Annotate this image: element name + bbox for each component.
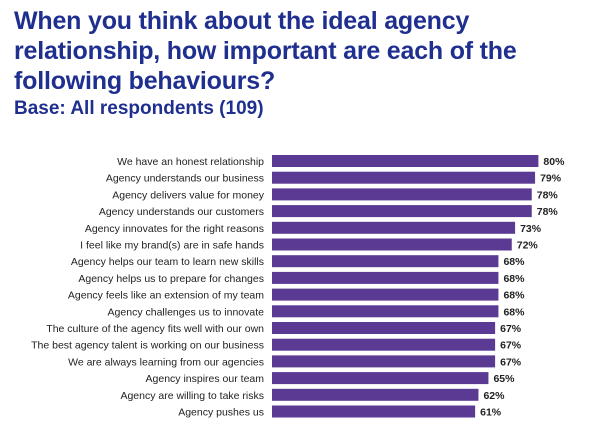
bar: [272, 372, 489, 385]
category-label: Agency challenges us to innovate: [108, 306, 265, 318]
bar: [272, 305, 499, 318]
value-label: 68%: [503, 273, 525, 285]
bar: [272, 188, 532, 201]
value-label: 80%: [543, 156, 565, 168]
value-label: 72%: [517, 240, 539, 252]
category-label: The best agency talent is working on our…: [31, 340, 264, 352]
bar: [272, 288, 499, 301]
chart-title: When you think about the ideal agency re…: [14, 7, 517, 95]
value-label: 78%: [537, 206, 559, 218]
value-label: 65%: [493, 373, 515, 385]
value-label: 67%: [500, 356, 522, 368]
category-label: Agency helps our team to learn new skill…: [71, 256, 264, 268]
value-label: 67%: [500, 323, 522, 335]
bar: [272, 405, 476, 418]
category-label: Agency feels like an extension of my tea…: [68, 290, 264, 302]
value-label: 62%: [483, 390, 505, 402]
bar: [272, 255, 499, 268]
category-label: The culture of the agency fits well with…: [46, 323, 264, 335]
bar: [272, 338, 496, 351]
category-label: Agency understands our customers: [99, 206, 264, 218]
bar: [272, 388, 479, 401]
category-label: Agency understands our business: [106, 173, 264, 185]
value-label: 61%: [480, 407, 502, 419]
bar: [272, 271, 499, 284]
chart-subtitle: Base: All respondents (109): [14, 98, 264, 119]
category-label: We are always learning from our agencies: [68, 356, 264, 368]
bar-chart: We have an honest relationship 80% Agency …: [31, 155, 565, 419]
value-label: 79%: [540, 173, 562, 185]
category-label: Agency inspires our team: [146, 373, 265, 385]
bar: [272, 155, 539, 167]
bar: [272, 322, 496, 334]
category-label: We have an honest relationship: [117, 156, 264, 168]
value-label: 68%: [503, 306, 525, 318]
bar: [272, 221, 516, 234]
category-label: Agency delivers value for money: [112, 189, 264, 201]
value-label: 78%: [537, 189, 559, 201]
value-label: 68%: [503, 256, 525, 268]
bar: [272, 238, 512, 251]
bar: [272, 171, 536, 184]
category-label: Agency helps us to prepare for changes: [78, 273, 264, 285]
value-label: 73%: [520, 223, 542, 235]
value-label: 67%: [500, 340, 522, 352]
category-label: Agency are willing to take risks: [120, 390, 264, 402]
bar: [272, 205, 532, 218]
value-label: 68%: [503, 290, 525, 302]
category-label: Agency pushes us: [178, 407, 264, 419]
bar: [272, 355, 496, 368]
category-label: I feel like my brand(s) are in safe hand…: [80, 240, 264, 252]
category-label: Agency innovates for the right reasons: [85, 223, 264, 235]
